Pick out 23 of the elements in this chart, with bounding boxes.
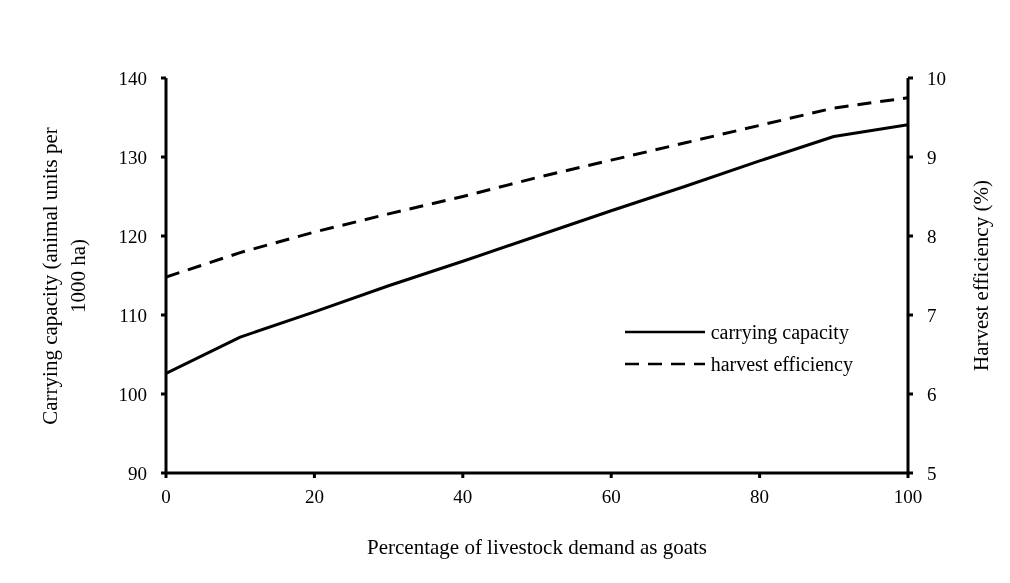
y-tick-label: 90 [128,462,147,484]
x-tick-label: 40 [453,486,473,508]
x-tick-label: 60 [601,486,621,508]
y2-tick-label: 7 [927,304,937,326]
x-axis-title: Percentage of livestock demand as goats [367,535,707,559]
y-tick-label: 120 [118,225,147,247]
y-tick-label: 100 [118,383,147,405]
legend-label: carrying capacity [710,319,849,346]
y2-tick-label: 6 [927,383,937,405]
y-tick-label: 140 [118,67,147,89]
x-tick-label: 0 [161,486,171,508]
y2-tick-label: 9 [927,146,937,168]
y2-tick-label: 5 [927,462,937,484]
y2-axis-title: Harvest efficiency (%) [969,180,994,371]
y2-tick-label: 8 [927,225,937,247]
y2-tick-label: 10 [927,67,946,89]
x-tick-label: 100 [893,486,923,508]
x-tick-label: 80 [750,486,770,508]
x-tick-label: 20 [304,486,324,508]
y-axis-title: Carrying capacity (animal units per 1000 ha) [36,125,91,427]
y-tick-label: 130 [118,146,147,168]
legend-label: harvest efficiency [710,351,853,378]
y-tick-label: 110 [119,304,147,326]
